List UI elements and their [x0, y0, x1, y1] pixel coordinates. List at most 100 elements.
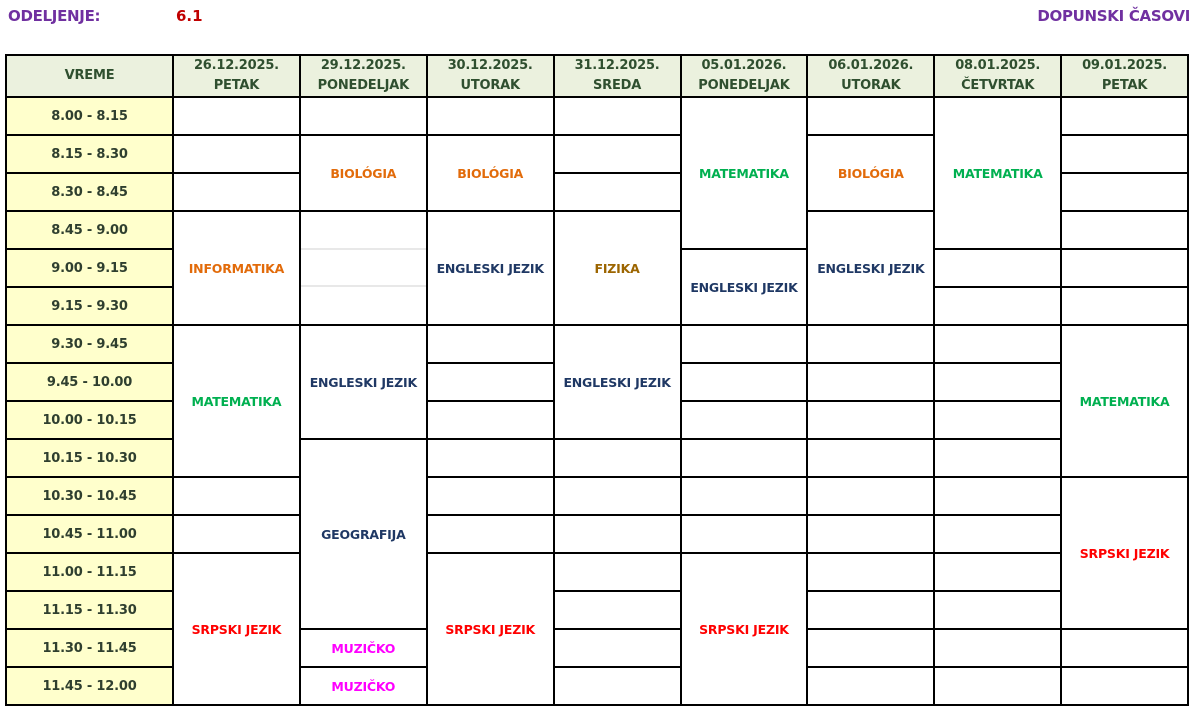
- empty-cell: [679, 514, 809, 554]
- lesson-cell: ENGLESKI JEZIK: [425, 210, 555, 326]
- empty-cell: [806, 514, 936, 554]
- empty-cell: [425, 514, 555, 554]
- empty-cell: [806, 362, 936, 402]
- day-date: 26.12.2025.: [193, 58, 279, 73]
- empty-cell: [679, 438, 809, 478]
- class-value: 6.1: [176, 7, 203, 25]
- empty-cell: [552, 628, 682, 668]
- empty-cell: [425, 324, 555, 364]
- time-row: 10.30 - 10.45 SRPSKI JEZIK: [5, 476, 1189, 630]
- empty-cell: [1060, 210, 1189, 250]
- schedule-table: VREME 26.12.2025. PETAK 29.12.2025. PONEDEL…: [5, 54, 1189, 706]
- empty-cell: [933, 362, 1063, 402]
- time-row: 10.00 - 10.15: [5, 400, 1188, 440]
- time-header: VREME: [5, 54, 174, 98]
- day-name: PETAK: [213, 78, 260, 93]
- empty-cell: [298, 96, 428, 136]
- empty-cell: [679, 476, 809, 516]
- empty-cell: [933, 590, 1063, 630]
- time-slot: 8.45 - 9.00: [5, 210, 174, 250]
- day-header: 31.12.2025. SREDA: [552, 54, 682, 98]
- empty-cell: [933, 248, 1063, 288]
- time-slot: 11.15 - 11.30: [5, 590, 174, 630]
- lesson-cell: MATEMATIKA: [172, 324, 301, 478]
- time-row: 10.45 - 11.00: [5, 514, 1188, 554]
- empty-cell: [552, 552, 682, 592]
- lesson-cell: SRPSKI JEZIK: [172, 552, 301, 706]
- lesson-cell: MATEMATIKA: [679, 96, 809, 250]
- empty-cell: [806, 666, 936, 706]
- time-slot: 9.45 - 10.00: [5, 362, 174, 402]
- day-name: ČETVRTAK: [961, 78, 1035, 93]
- empty-cell: [933, 400, 1063, 440]
- empty-cell: [806, 324, 936, 364]
- day-date: 05.01.2026.: [701, 58, 787, 73]
- empty-cell: [298, 210, 428, 326]
- time-slot: 11.00 - 11.15: [5, 552, 174, 592]
- empty-cell: [552, 514, 682, 554]
- time-row: 8.15 - 8.30 BIOLÓGIA BIOLÓGIA BIOLÓGIA: [5, 134, 1189, 212]
- empty-cell: [933, 286, 1063, 326]
- time-slot: 9.30 - 9.45: [5, 324, 174, 364]
- time-slot: 10.15 - 10.30: [5, 438, 174, 478]
- empty-cell: [172, 514, 301, 554]
- empty-cell: [1060, 134, 1189, 174]
- empty-cell: [1060, 286, 1189, 326]
- day-header: 30.12.2025. UTORAK: [425, 54, 555, 98]
- empty-cell: [1060, 96, 1189, 136]
- day-name: UTORAK: [841, 78, 901, 93]
- lesson-cell: ENGLESKI JEZIK: [806, 210, 936, 326]
- class-label: ODELJENJE:: [8, 7, 101, 25]
- lesson-cell: SRPSKI JEZIK: [679, 552, 809, 706]
- day-header: 09.01.2025. PETAK: [1060, 54, 1189, 98]
- empty-cell: [933, 666, 1063, 706]
- lesson-cell: ENGLESKI JEZIK: [552, 324, 682, 440]
- lesson-cell: SRPSKI JEZIK: [1060, 476, 1189, 630]
- day-date: 29.12.2025.: [320, 58, 406, 73]
- time-slot: 10.00 - 10.15: [5, 400, 174, 440]
- lesson-cell: BIOLÓGIA: [806, 134, 936, 212]
- empty-cell: [679, 400, 809, 440]
- lesson-cell: ENGLESKI JEZIK: [679, 248, 809, 326]
- time-row: 9.15 - 9.30: [5, 286, 1189, 326]
- day-name: PONEDELJAK: [698, 78, 790, 93]
- empty-cell: [552, 172, 682, 212]
- lesson-cell: MUZIČKO: [298, 666, 428, 706]
- empty-cell: [172, 172, 301, 212]
- empty-cell: [806, 400, 936, 440]
- time-row: 11.15 - 11.30: [5, 590, 1188, 630]
- empty-cell: [679, 324, 809, 364]
- time-slot: 8.00 - 8.15: [5, 96, 174, 136]
- time-row: 9.45 - 10.00: [5, 362, 1188, 402]
- day-name: SREDA: [593, 78, 642, 93]
- empty-cell: [933, 476, 1063, 516]
- empty-cell: [425, 362, 555, 402]
- time-slot: 11.30 - 11.45: [5, 628, 174, 668]
- day-header: 05.01.2026. PONEDELJAK: [679, 54, 809, 98]
- page-title: DOPUNSKI ČASOVI: [1037, 7, 1190, 25]
- empty-cell: [552, 96, 682, 136]
- lesson-cell: SRPSKI JEZIK: [425, 552, 555, 706]
- day-name: UTORAK: [460, 78, 520, 93]
- time-row: 9.30 - 9.45 MATEMATIKA ENGLESKI JEZIK ENGLE…: [5, 324, 1189, 478]
- empty-cell: [172, 96, 301, 136]
- empty-cell: [806, 476, 936, 516]
- lesson-cell: MATEMATIKA: [933, 96, 1063, 250]
- time-row: 8.00 - 8.15 MATEMATIKA MATEMATIKA: [5, 96, 1189, 250]
- time-row: 8.45 - 9.00 INFORMATIKA ENGLESKI JEZIK FIZI…: [5, 210, 1189, 326]
- time-slot: 10.45 - 11.00: [5, 514, 174, 554]
- empty-cell: [806, 552, 936, 592]
- day-header: 08.01.2025. ČETVRTAK: [933, 54, 1063, 98]
- empty-cell: [172, 476, 301, 516]
- empty-cell: [806, 96, 936, 136]
- day-name: PETAK: [1101, 78, 1148, 93]
- lesson-cell: INFORMATIKA: [172, 210, 301, 326]
- empty-cell: [806, 628, 936, 668]
- time-slot: 8.30 - 8.45: [5, 172, 174, 212]
- time-slot: 11.45 - 12.00: [5, 666, 174, 706]
- empty-cell: [806, 590, 936, 630]
- lesson-cell: BIOLÓGIA: [298, 134, 428, 212]
- empty-cell: [552, 134, 682, 174]
- empty-cell: [933, 438, 1063, 478]
- empty-cell: [806, 438, 936, 478]
